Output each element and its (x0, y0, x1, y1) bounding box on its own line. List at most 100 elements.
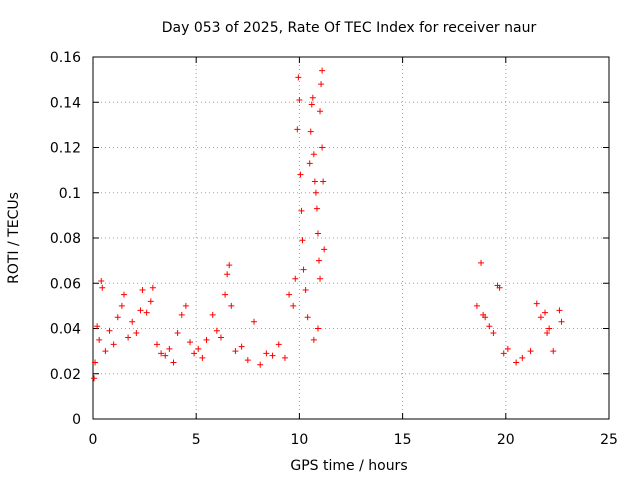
data-point (317, 275, 324, 282)
data-point (110, 341, 117, 348)
data-point (257, 361, 264, 368)
data-point (125, 334, 132, 341)
data-point (320, 178, 327, 185)
data-point (147, 298, 154, 305)
x-tick-label: 20 (497, 432, 515, 448)
data-point (314, 230, 321, 237)
data-point (99, 284, 106, 291)
data-point (314, 325, 321, 332)
data-point (537, 314, 544, 321)
data-point (550, 348, 557, 355)
data-point (312, 189, 319, 196)
data-point (226, 262, 233, 269)
data-point (310, 336, 317, 343)
data-point (170, 359, 177, 366)
data-point (137, 307, 144, 314)
y-tick-label: 0.08 (50, 231, 81, 247)
axis-ticks (92, 56, 610, 420)
data-point (317, 108, 324, 115)
data-point (195, 345, 202, 352)
data-points (91, 67, 565, 382)
data-point (294, 126, 301, 133)
data-point (316, 257, 323, 264)
y-tick-label: 0.1 (59, 186, 81, 202)
y-tick-label: 0.14 (50, 95, 81, 111)
data-point (232, 348, 239, 355)
data-point (295, 74, 302, 81)
data-point (213, 327, 220, 334)
data-point (250, 318, 257, 325)
data-point (292, 275, 299, 282)
data-point (217, 334, 224, 341)
data-point (228, 302, 235, 309)
data-point (129, 318, 136, 325)
data-point (91, 375, 98, 382)
data-point (133, 330, 140, 337)
data-point (500, 350, 507, 357)
data-point (297, 171, 304, 178)
data-point (187, 339, 194, 346)
data-point (281, 354, 288, 361)
data-point (296, 96, 303, 103)
data-point (482, 314, 489, 321)
data-point (311, 178, 318, 185)
data-point (496, 284, 503, 291)
data-point (98, 277, 105, 284)
data-point (92, 359, 99, 366)
y-tick-label: 0 (72, 412, 81, 428)
data-point (149, 284, 156, 291)
data-point (473, 302, 480, 309)
data-point (209, 311, 216, 318)
data-point (153, 341, 160, 348)
data-point (94, 323, 101, 330)
data-point (313, 205, 320, 212)
y-tick-label: 0.02 (50, 367, 81, 383)
data-point (542, 309, 549, 316)
data-point (319, 67, 326, 74)
data-point (269, 352, 276, 359)
data-point (238, 343, 245, 350)
data-point (306, 160, 313, 167)
data-point (307, 128, 314, 135)
x-tick-label: 25 (600, 432, 618, 448)
data-point (533, 300, 540, 307)
y-axis-tick-labels: 0 0.02 0.04 0.06 0.08 0.1 0.12 0.14 0.16 (50, 50, 81, 428)
data-point (544, 330, 551, 337)
x-tick-label: 15 (394, 432, 412, 448)
data-point (203, 336, 210, 343)
data-point (527, 348, 534, 355)
data-point (118, 302, 125, 309)
data-point (106, 327, 113, 334)
data-point (139, 287, 146, 294)
data-point (120, 291, 127, 298)
data-point (558, 318, 565, 325)
data-point (298, 207, 305, 214)
data-point (162, 352, 169, 359)
data-point (319, 144, 326, 151)
data-point (309, 94, 316, 101)
x-tick-label: 5 (192, 432, 201, 448)
chart-title: Day 053 of 2025, Rate Of TEC Index for r… (162, 20, 537, 36)
data-point (302, 287, 309, 294)
data-point (244, 357, 251, 364)
data-point (182, 302, 189, 309)
data-point (102, 348, 109, 355)
data-point (166, 345, 173, 352)
data-point (96, 336, 103, 343)
plot-area (92, 56, 610, 420)
data-point (178, 311, 185, 318)
data-point (114, 314, 121, 321)
y-tick-label: 0.12 (50, 141, 81, 157)
x-axis-label: GPS time / hours (290, 458, 407, 474)
data-point (321, 246, 328, 253)
data-point (275, 341, 282, 348)
data-point (519, 354, 526, 361)
y-tick-label: 0.06 (50, 276, 81, 292)
y-tick-label: 0.16 (50, 50, 81, 66)
data-point (490, 330, 497, 337)
data-point (191, 350, 198, 357)
data-point (299, 237, 306, 244)
data-point (263, 350, 270, 357)
grid-lines (93, 57, 609, 419)
